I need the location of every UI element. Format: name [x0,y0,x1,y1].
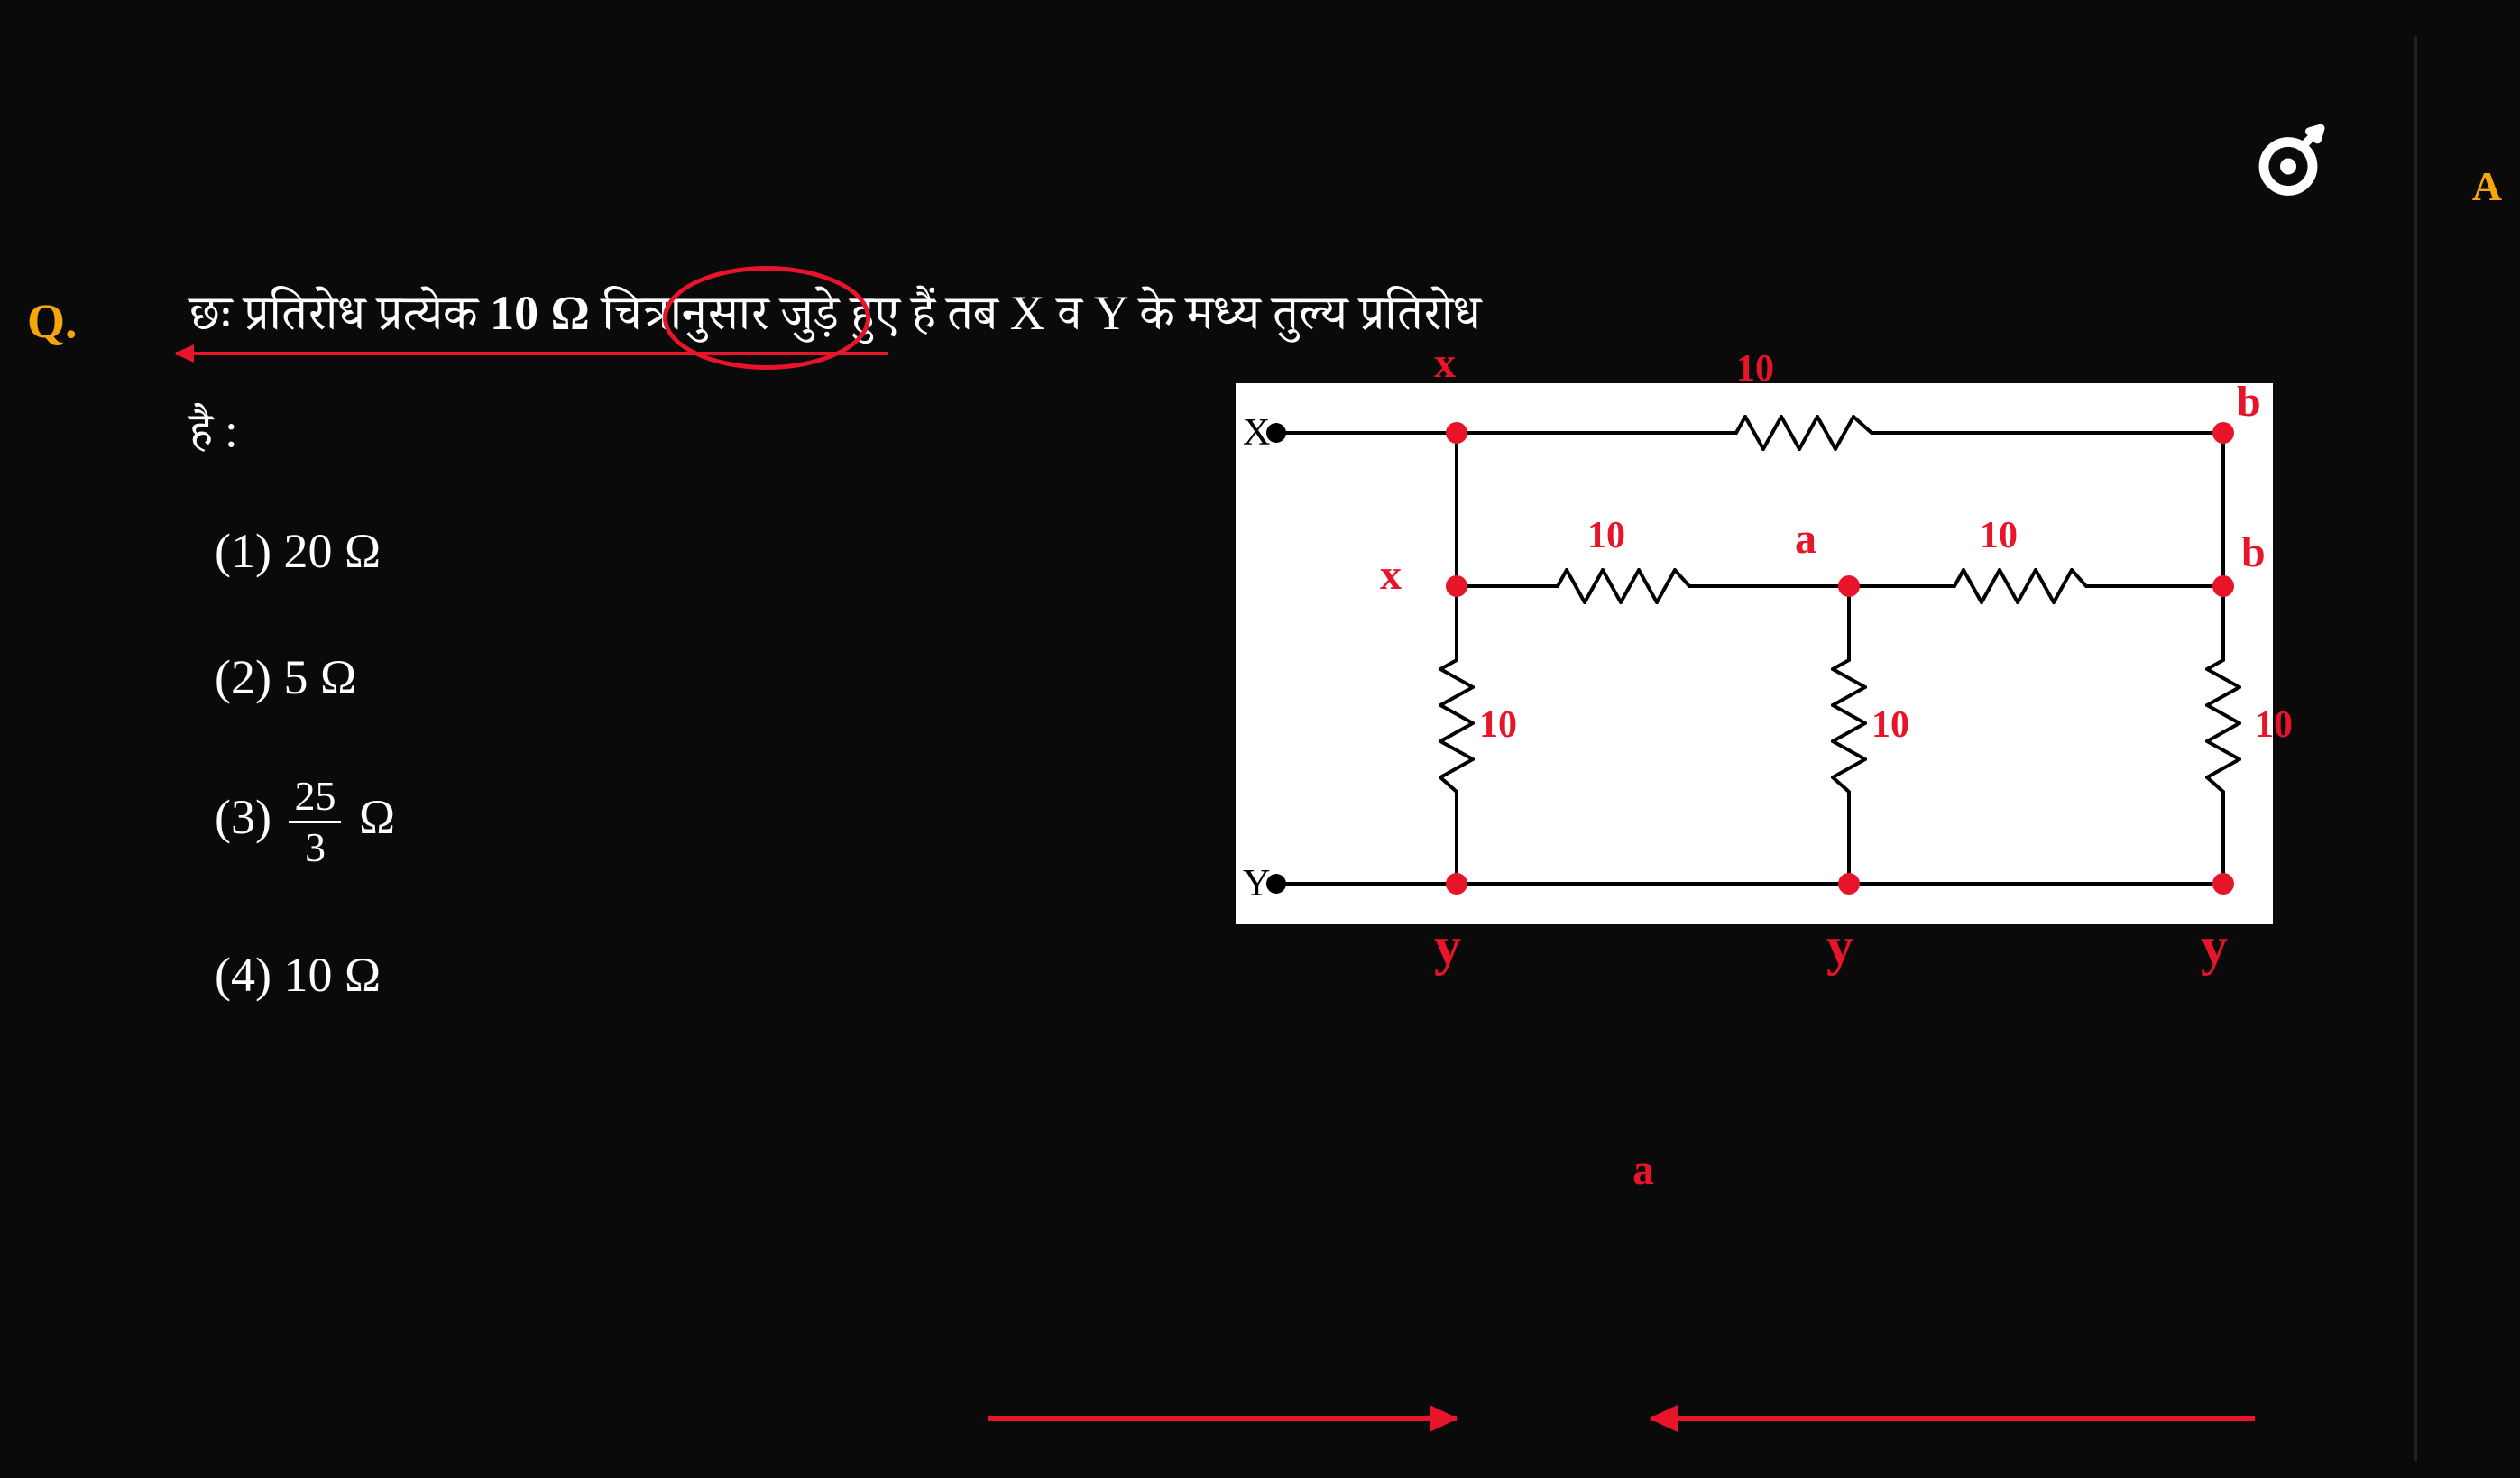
node-b1 [2212,422,2234,444]
anno-mid-a: a [1795,514,1816,564]
option-3-num: 25 [289,776,341,823]
q-line1-boxed: 10 Ω [490,286,590,340]
wire [1700,584,1849,588]
anno-top-10: 10 [1736,347,1774,390]
content-panel: Q. छः प्रतिरोध प्रत्येक 10 Ω चित्रानुसार… [0,36,2417,1461]
resistor-mid-right [1944,568,2097,604]
option-3: (3) 253 Ω [215,776,395,868]
node-y1 [1446,873,1467,895]
node-x2 [1446,575,1467,597]
bottom-arrow-left [1651,1416,2255,1421]
option-3-suffix: Ω [346,790,395,844]
wire [1455,803,1458,884]
red-circle-annotation [663,266,870,370]
wire [1276,431,1457,435]
wire [2221,803,2225,884]
option-3-den: 3 [289,823,341,868]
node-y2 [1838,873,1860,895]
wire [1847,803,1851,884]
node-X [1266,423,1286,443]
node-y3 [2212,873,2234,895]
resistor-v-right [2205,649,2241,803]
option-3-prefix: (3) [215,790,283,844]
wire [2097,584,2223,588]
wire [1849,584,1944,588]
anno-lone-a: a [1632,1145,1654,1195]
option-2: (2) 5 Ω [215,649,356,705]
wire [1457,431,1723,435]
anno-left-x: x [1380,550,1402,600]
node-x1 [1446,422,1467,444]
resistor-top [1723,415,1885,451]
question-label: Q. [27,293,78,349]
resistor-mid-left [1547,568,1700,604]
anno-mid-10-2: 10 [1980,514,2018,557]
anno-y3: y [2201,915,2228,978]
resistor-v-left [1439,649,1475,803]
anno-v10-3: 10 [2255,703,2293,747]
anno-y2: y [1826,915,1853,978]
q-line1-pre: छः प्रतिरोध प्रत्येक [189,286,490,340]
wire [2221,433,2225,586]
anno-top-x: x [1434,338,1456,388]
anno-right-b: b [2241,528,2266,577]
bottom-arrow-right [988,1416,1457,1421]
node-b2 [2212,575,2234,597]
option-4: (4) 10 Ω [215,947,381,1003]
anno-mid-10-1: 10 [1587,514,1625,557]
wire [1885,431,2223,435]
question-text-line2: है : [189,401,238,477]
option-1: (1) 20 Ω [215,523,381,579]
node-a [1838,575,1860,597]
resistor-v-mid [1831,649,1867,803]
side-letter: A [2472,162,2502,210]
side-panel: A [2439,36,2493,1461]
wire [1276,882,2223,886]
node-Y [1266,874,1286,894]
option-3-fraction: 253 [289,776,341,868]
anno-v10-2: 10 [1872,703,1909,747]
brand-icon [2248,122,2329,203]
circuit-diagram: X Y [1236,383,2273,924]
anno-top-b: b [2237,377,2261,427]
wire [1455,433,1458,586]
anno-v10-1: 10 [1479,703,1517,747]
wire [1457,584,1547,588]
page: Q. छः प्रतिरोध प्रत्येक 10 Ω चित्रानुसार… [0,0,2520,1478]
anno-y1: y [1434,915,1461,978]
